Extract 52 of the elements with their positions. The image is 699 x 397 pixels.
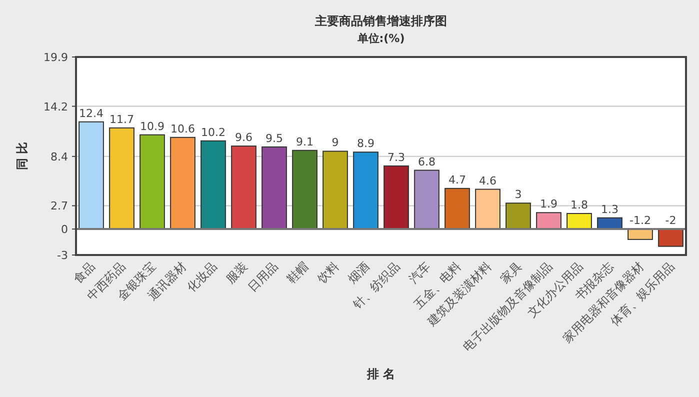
data-label: 1.8 bbox=[570, 198, 588, 212]
bar bbox=[506, 202, 531, 230]
data-label: 4.7 bbox=[448, 173, 466, 186]
bar bbox=[658, 228, 684, 247]
data-label: 10.2 bbox=[201, 126, 226, 139]
bar bbox=[475, 188, 500, 230]
bar bbox=[292, 150, 318, 230]
bar bbox=[322, 150, 348, 230]
x-tick-label: 汽车 bbox=[406, 259, 433, 286]
data-label: 4.6 bbox=[479, 174, 496, 188]
x-tick-label: 家具 bbox=[498, 259, 524, 286]
bar bbox=[384, 165, 409, 230]
data-label: 8.9 bbox=[357, 137, 374, 150]
chart-subtitle: 单位:(%) bbox=[356, 32, 405, 45]
data-label: 6.8 bbox=[418, 155, 436, 168]
data-label: 12.4 bbox=[79, 106, 104, 120]
data-label: 9.1 bbox=[296, 135, 314, 148]
bar bbox=[536, 212, 562, 230]
y-tick-label: 8.4 bbox=[50, 150, 68, 164]
y-tick-label: 14.2 bbox=[44, 100, 68, 114]
bar bbox=[262, 146, 287, 230]
data-label: 1.3 bbox=[601, 202, 618, 216]
data-label: -2 bbox=[665, 214, 676, 228]
y-axis-title: 同 比 bbox=[15, 142, 29, 170]
bar bbox=[170, 136, 196, 230]
bar bbox=[109, 127, 134, 230]
bar bbox=[353, 152, 378, 230]
x-tick-label: 饮料 bbox=[314, 259, 342, 287]
data-label: 1.9 bbox=[540, 198, 558, 211]
bar bbox=[140, 134, 165, 230]
bar bbox=[78, 121, 104, 230]
data-label: 10.9 bbox=[140, 120, 164, 133]
y-tick-label: -3 bbox=[57, 249, 68, 262]
y-tick-label: 2.7 bbox=[50, 200, 68, 213]
data-label: 9.5 bbox=[266, 132, 283, 145]
data-label: 9.6 bbox=[235, 131, 252, 144]
data-label: 3 bbox=[514, 188, 522, 202]
bar bbox=[444, 188, 470, 230]
data-label: -1.2 bbox=[630, 214, 651, 228]
bar bbox=[414, 170, 440, 230]
x-axis-title: 排 名 bbox=[366, 367, 396, 381]
chart-title: 主要商品销售增速排序图 bbox=[314, 14, 447, 28]
data-label: 9 bbox=[332, 136, 339, 150]
data-label: 7.3 bbox=[388, 150, 405, 164]
bar bbox=[200, 140, 226, 230]
y-tick-label: 0 bbox=[61, 223, 68, 236]
x-tick-label: 鞋帽 bbox=[284, 259, 311, 286]
bar bbox=[231, 146, 256, 230]
bar bbox=[566, 213, 592, 230]
data-label: 11.7 bbox=[110, 112, 134, 126]
data-label: 10.6 bbox=[170, 122, 195, 136]
y-tick-label: 19.9 bbox=[44, 51, 68, 64]
